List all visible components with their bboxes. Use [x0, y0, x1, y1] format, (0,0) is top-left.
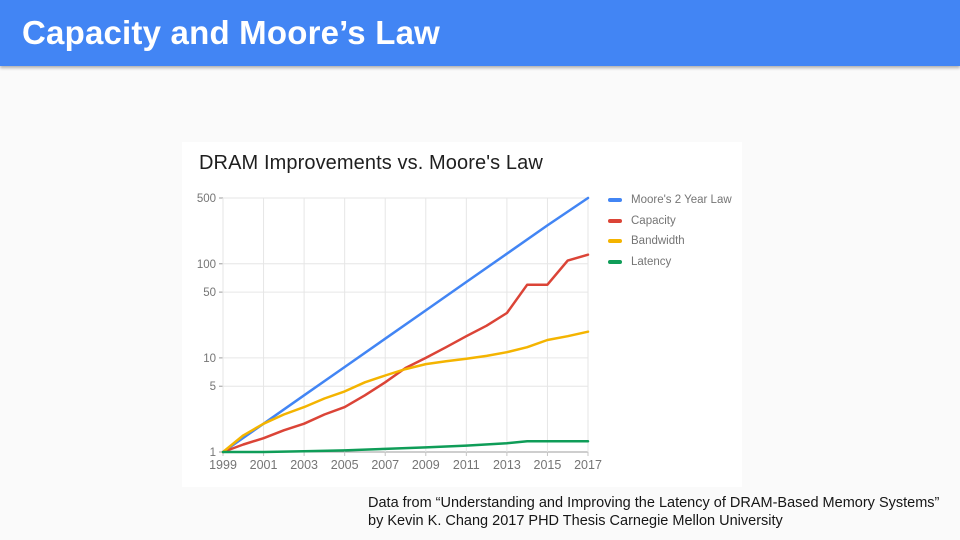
- chart-card: DRAM Improvements vs. Moore's Law 1 5 10 50…: [182, 142, 742, 487]
- svg-text:2015: 2015: [534, 458, 562, 472]
- legend-label-moore-s-2-year-law: Moore's 2 Year Law: [631, 194, 732, 207]
- series-line-latency: [221, 440, 590, 454]
- svg-text:2003: 2003: [290, 458, 318, 472]
- svg-text:2013: 2013: [493, 458, 521, 472]
- svg-text:2007: 2007: [371, 458, 399, 472]
- legend-swatch-latency: [608, 259, 622, 264]
- legend-swatch-moore-s-2-year-law: [608, 198, 622, 203]
- svg-text:2017: 2017: [574, 458, 602, 472]
- series-line-moore-s-2-year-law: [221, 196, 590, 454]
- legend-label-capacity: Capacity: [631, 214, 676, 227]
- series-line-capacity: [221, 253, 590, 454]
- svg-text:2005: 2005: [331, 458, 359, 472]
- svg-text:500: 500: [197, 193, 216, 205]
- svg-text:100: 100: [197, 259, 216, 271]
- chart-title: DRAM Improvements vs. Moore's Law: [199, 152, 543, 174]
- series-line-bandwidth: [221, 330, 590, 454]
- caption-line1: Data from “Understanding and Improving t…: [368, 495, 940, 511]
- chart-legend: Moore's 2 Year Law Capacity Bandwidth Laten…: [608, 190, 732, 272]
- slide-header: Capacity and Moore’s Law: [0, 0, 960, 66]
- svg-text:2001: 2001: [250, 458, 278, 472]
- caption-line2: by Kevin K. Chang 2017 PHD Thesis Carneg…: [368, 513, 783, 529]
- svg-text:2009: 2009: [412, 458, 440, 472]
- dram-chart-svg: 1 5 10 50 100 500 1999 2001 2003 2005 2007 2009 2011…: [197, 193, 602, 472]
- svg-text:50: 50: [203, 287, 216, 299]
- svg-text:1999: 1999: [209, 458, 237, 472]
- svg-text:2011: 2011: [453, 458, 480, 472]
- svg-text:5: 5: [210, 381, 216, 393]
- legend-item-moore-s-2-year-law: Moore's 2 Year Law: [608, 190, 732, 211]
- legend-label-latency: Latency: [631, 255, 672, 268]
- legend-label-bandwidth: Bandwidth: [631, 235, 685, 248]
- legend-item-bandwidth: Bandwidth: [608, 231, 732, 252]
- svg-text:10: 10: [203, 353, 216, 365]
- slide-title: Capacity and Moore’s Law: [22, 14, 441, 51]
- svg-text:1: 1: [210, 447, 216, 459]
- legend-swatch-bandwidth: [608, 239, 622, 244]
- source-caption: Data from “Understanding and Improving t…: [368, 494, 960, 530]
- legend-swatch-capacity: [608, 218, 622, 223]
- legend-item-latency: Latency: [608, 252, 732, 273]
- legend-item-capacity: Capacity: [608, 211, 732, 232]
